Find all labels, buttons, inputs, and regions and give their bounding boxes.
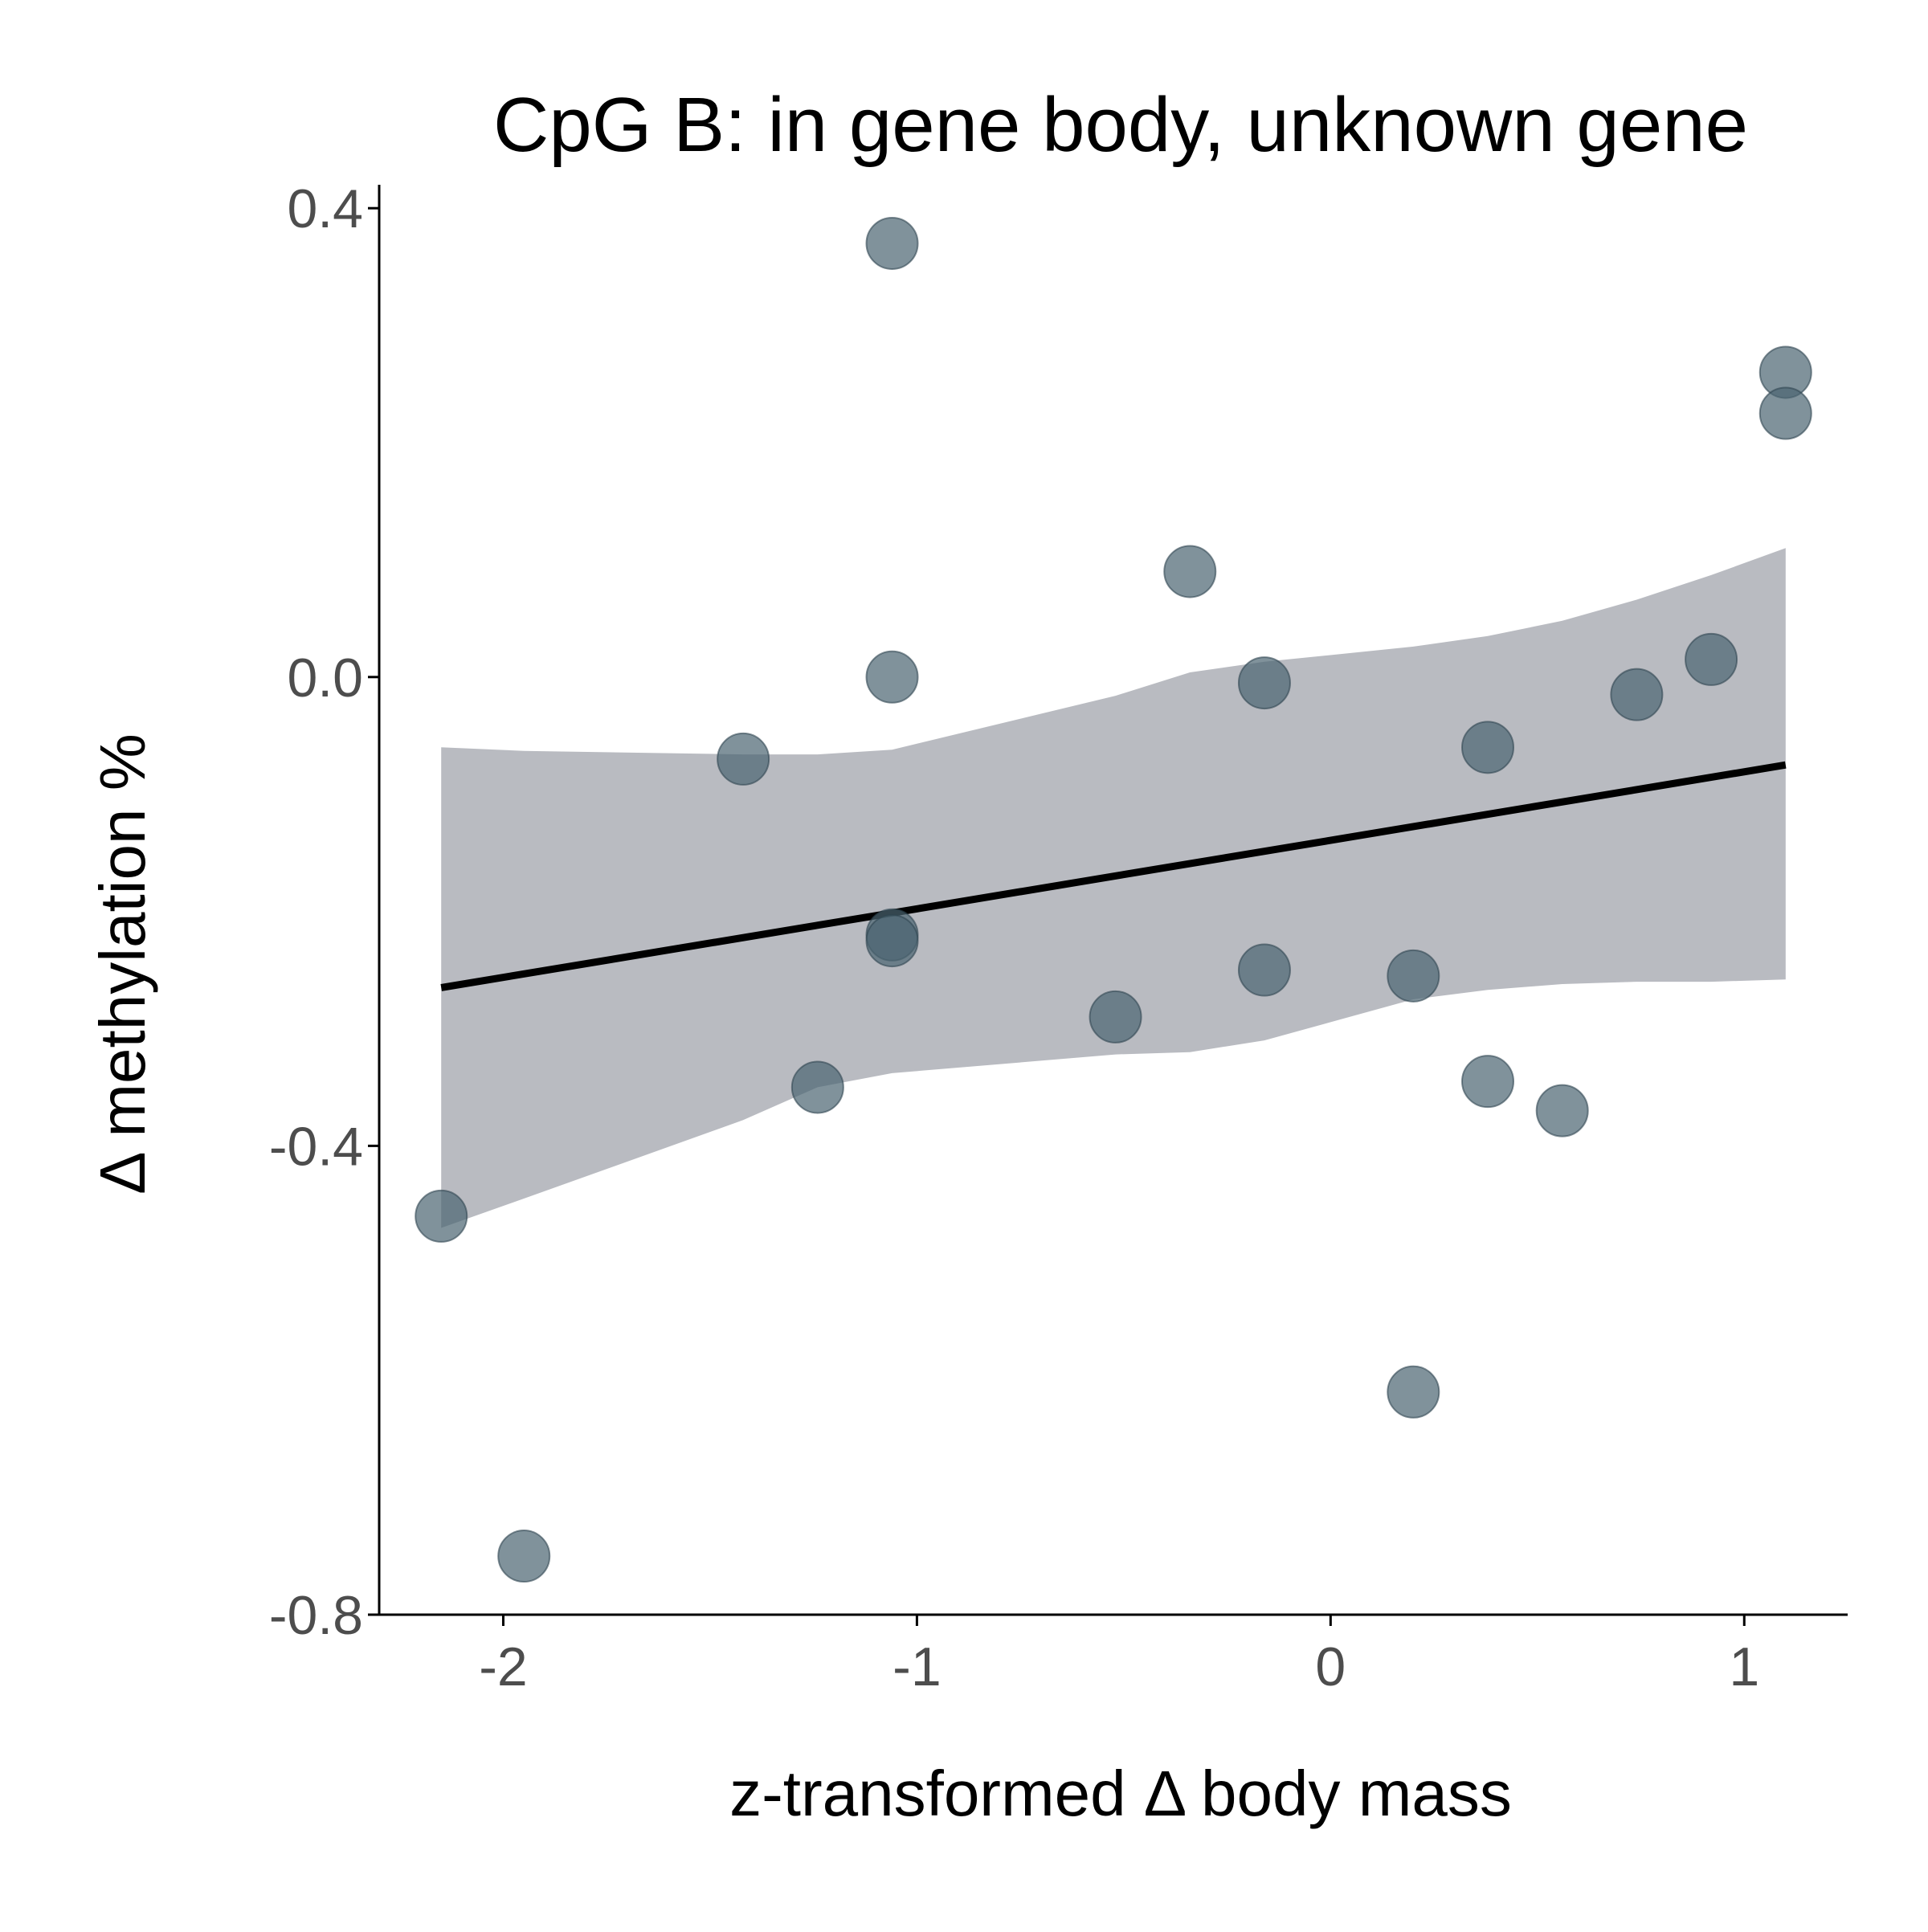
- y-tick-label: 0.4: [287, 178, 363, 239]
- y-axis-title: Δ methylation %: [87, 733, 158, 1195]
- data-point: [790, 1060, 844, 1114]
- data-point: [1237, 656, 1291, 710]
- data-point: [865, 216, 919, 270]
- x-tick-label: -2: [479, 1636, 527, 1697]
- data-point: [1685, 632, 1738, 686]
- data-point: [415, 1189, 468, 1243]
- data-point: [1461, 1055, 1515, 1109]
- axes-layer: -2 -1 0 1 -0.8 -0.4 0.0 0.4: [269, 178, 1848, 1697]
- regression-line: [440, 761, 1787, 991]
- data-point: [1461, 721, 1515, 774]
- y-tick-label: -0.8: [269, 1585, 363, 1646]
- data-point: [1237, 943, 1291, 997]
- data-point: [865, 650, 919, 704]
- fit-line-layer: [440, 761, 1787, 991]
- x-axis-title: z-transformed Δ body mass: [729, 1758, 1512, 1829]
- data-point: [1387, 1365, 1440, 1419]
- x-tick-label: 0: [1315, 1636, 1346, 1697]
- data-point: [1089, 990, 1142, 1044]
- confidence-band-layer: [441, 548, 1786, 1228]
- data-point: [1758, 386, 1812, 440]
- x-tick-label: -1: [893, 1636, 941, 1697]
- y-tick-label: 0.0: [287, 647, 363, 709]
- data-point: [1535, 1084, 1589, 1138]
- confidence-band: [441, 548, 1786, 1228]
- data-point: [865, 914, 919, 968]
- data-point: [717, 732, 770, 786]
- data-point: [497, 1530, 551, 1583]
- data-point: [1387, 949, 1440, 1003]
- chart-title: CpG B: in gene body, unknown gene: [493, 82, 1748, 168]
- data-point: [1163, 545, 1217, 598]
- data-points-layer: [415, 216, 1812, 1583]
- data-point: [1610, 668, 1664, 721]
- y-tick-label: -0.4: [269, 1116, 363, 1177]
- x-tick-label: 1: [1729, 1636, 1759, 1697]
